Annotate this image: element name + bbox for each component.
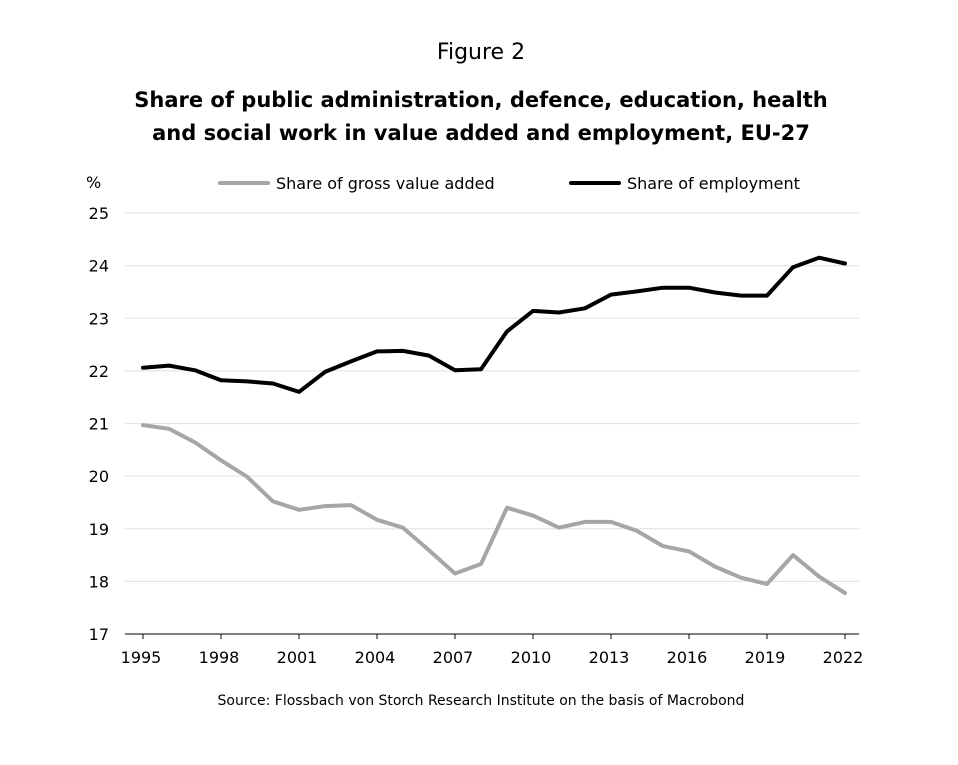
y-axis-unit-label: % [86, 173, 101, 192]
x-tick-label-2013: 2013 [589, 648, 630, 667]
chart-title-line-1: Share of public administration, defence,… [134, 88, 828, 112]
y-tick-label-25: 25 [89, 204, 109, 223]
y-tick-label-24: 24 [89, 257, 109, 276]
source-note: Source: Flossbach von Storch Research In… [217, 693, 745, 709]
y-tick-label-19: 19 [89, 520, 109, 539]
legend-label-1: Share of gross value added [276, 174, 495, 193]
x-tick-label-2004: 2004 [355, 648, 396, 667]
x-tick-label-2001: 2001 [277, 648, 318, 667]
legend: Share of gross value added Share of emplo… [218, 174, 800, 193]
y-tick-label-20: 20 [89, 467, 109, 486]
y-tick-label-17: 17 [89, 625, 109, 644]
chart-title: Share of public administration, defence,… [0, 84, 958, 150]
legend-label-2: Share of employment [627, 174, 800, 193]
x-tick-label-2010: 2010 [511, 648, 552, 667]
y-tick-label-21: 21 [89, 415, 109, 434]
x-tick-label-1998: 1998 [199, 648, 240, 667]
y-tick-label-23: 23 [89, 309, 109, 328]
axes: 17 18 19 20 21 22 23 24 25 1995 1998 2001 2004 2007 20… [86, 173, 863, 667]
series-lines [141, 255, 847, 595]
grid-lines [125, 212, 859, 582]
chart-title-line-2: and social work in value added and emplo… [152, 121, 810, 145]
y-tick-label-18: 18 [89, 572, 109, 591]
figure-label: Figure 2 [436, 40, 526, 65]
series-line-1 [141, 423, 847, 595]
series-line-2 [141, 255, 847, 394]
x-tick-label-2007: 2007 [433, 648, 474, 667]
x-tick-label-2022: 2022 [823, 648, 864, 667]
x-tick-label-2016: 2016 [667, 648, 708, 667]
x-tick-label-1995: 1995 [121, 648, 162, 667]
x-tick-label-2019: 2019 [745, 648, 786, 667]
y-tick-label-22: 22 [89, 362, 109, 381]
